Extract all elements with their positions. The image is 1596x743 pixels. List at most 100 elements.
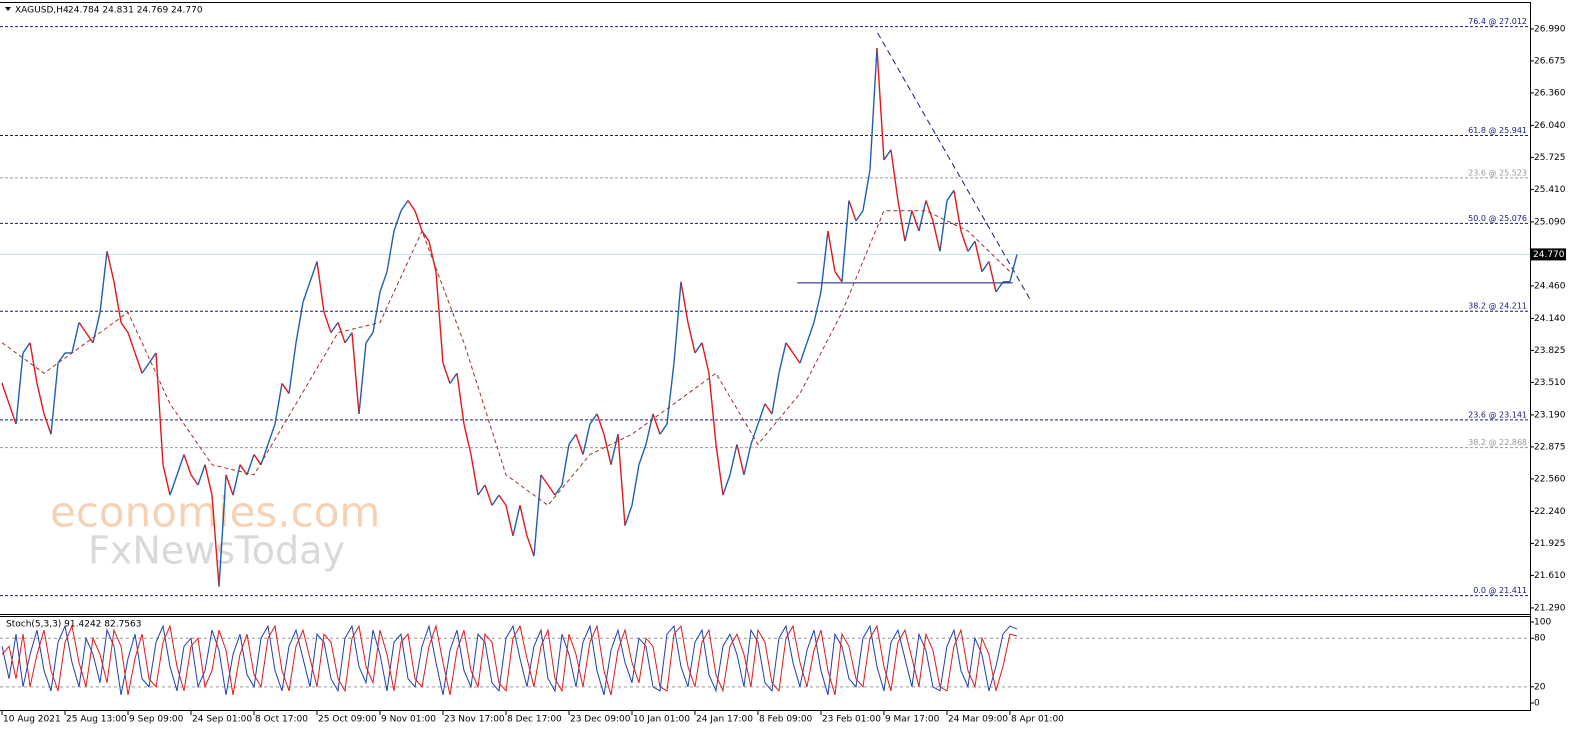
price-segment (22, 342, 31, 354)
price-segment (218, 474, 227, 587)
price-segment (99, 251, 108, 313)
fib-label: 61.8 @ 25.941 (1468, 126, 1527, 135)
y-tick-label: 25.410 (1534, 185, 1566, 195)
price-segment (442, 362, 451, 384)
price-segment (967, 240, 976, 252)
y-tick-label: 23.825 (1534, 346, 1566, 356)
y-tick-label: 22.875 (1534, 442, 1566, 452)
price-segment (400, 200, 409, 212)
price-segment (778, 342, 787, 374)
price-segment (813, 291, 822, 323)
trendline (877, 32, 1033, 303)
price-segment (939, 200, 948, 252)
price-segment (1, 383, 10, 404)
x-tick-label: 25 Aug 13:00 (66, 715, 127, 725)
x-tick-label: 23 Feb 01:00 (822, 715, 881, 725)
price-segment (596, 413, 605, 435)
y-tick-label: 26.360 (1534, 88, 1566, 98)
price-segment (281, 383, 290, 394)
price-segment (841, 200, 850, 282)
price-segment (855, 210, 864, 222)
price-segment (750, 423, 759, 445)
price-segment (666, 363, 675, 425)
price-segment (302, 281, 311, 303)
price-segment (890, 149, 899, 201)
price-segment (141, 362, 150, 374)
price-segment (491, 494, 500, 506)
price-segment (785, 342, 794, 354)
price-segment (421, 230, 430, 242)
y-tick-label: 26.675 (1534, 56, 1566, 66)
stoch-line (1, 624, 1018, 696)
x-tick-label: 23 Dec 09:00 (570, 715, 631, 725)
price-segment (743, 444, 752, 476)
x-tick-label: 24 Sep 01:00 (192, 715, 252, 725)
price-segment (820, 230, 829, 293)
price-segment (862, 169, 871, 211)
price-segment (484, 484, 493, 506)
price-segment (372, 291, 381, 333)
price-segment (1009, 254, 1018, 283)
price-segment (29, 342, 38, 384)
price-segment (309, 261, 318, 283)
price-segment (953, 190, 962, 232)
price-segment (358, 342, 367, 414)
y-tick-label: 26.990 (1534, 24, 1566, 34)
price-segment (533, 474, 542, 557)
price-segment (365, 332, 374, 344)
y-tick-label: 21.290 (1534, 603, 1566, 613)
x-tick-label: 25 Oct 09:00 (318, 715, 377, 725)
y-tick-label: 24.460 (1534, 281, 1566, 291)
price-segment (512, 505, 521, 536)
price-segment (918, 200, 927, 232)
price-segment (932, 220, 941, 252)
price-segment (351, 332, 360, 414)
price-label: 24.770 (1533, 250, 1565, 260)
price-segment (225, 474, 234, 496)
price-segment (456, 373, 465, 425)
price-segment (806, 322, 815, 344)
x-tick-label: 24 Jan 17:00 (696, 715, 753, 725)
price-segment (722, 474, 731, 496)
price-segment (848, 200, 857, 222)
y-tick-label: 22.560 (1534, 474, 1566, 484)
menu-arrow[interactable] (5, 7, 11, 11)
price-segment (988, 261, 997, 293)
quote: 24.784 24.831 24.769 24.770 (68, 6, 203, 16)
price-segment (232, 464, 241, 496)
x-tick-label: 10 Aug 2021 (3, 715, 61, 725)
fib-label: 38.2 @ 24.211 (1468, 302, 1527, 311)
price-segment (526, 535, 535, 557)
fib-label: 38.2 @ 22.868 (1468, 438, 1527, 447)
price-segment (827, 230, 836, 272)
price-segment (757, 403, 766, 425)
price-segment (155, 352, 164, 465)
price-segment (869, 48, 878, 171)
price-segment (960, 230, 969, 252)
stoch-label: Stoch(5,3,3) 91.4242 82.7563 (6, 620, 141, 630)
price-segment (267, 423, 276, 445)
x-tick-label: 8 Apr 01:00 (1011, 715, 1064, 725)
price-segment (701, 342, 710, 374)
price-segment (974, 241, 983, 272)
x-tick-label: 8 Oct 17:00 (255, 715, 308, 725)
price-segment (246, 454, 255, 476)
x-tick-label: 24 Mar 09:00 (948, 715, 1008, 725)
moving-average (1, 210, 1011, 507)
fib-label: 23.6 @ 23.141 (1468, 410, 1527, 419)
price-segment (85, 332, 94, 344)
y-tick-label: 80 (1534, 634, 1546, 644)
price-segment (260, 444, 269, 465)
fib-label: 0.0 @ 21.411 (1473, 586, 1527, 595)
price-segment (659, 423, 668, 435)
price-segment (736, 444, 745, 476)
price-segment (582, 423, 591, 455)
price-segment (449, 372, 458, 384)
price-segment (631, 464, 640, 506)
price-segment (645, 413, 654, 445)
price-segment (463, 423, 472, 455)
y-tick-label: 21.610 (1534, 571, 1566, 581)
x-tick-label: 8 Dec 17:00 (507, 715, 562, 725)
price-segment (414, 210, 423, 232)
